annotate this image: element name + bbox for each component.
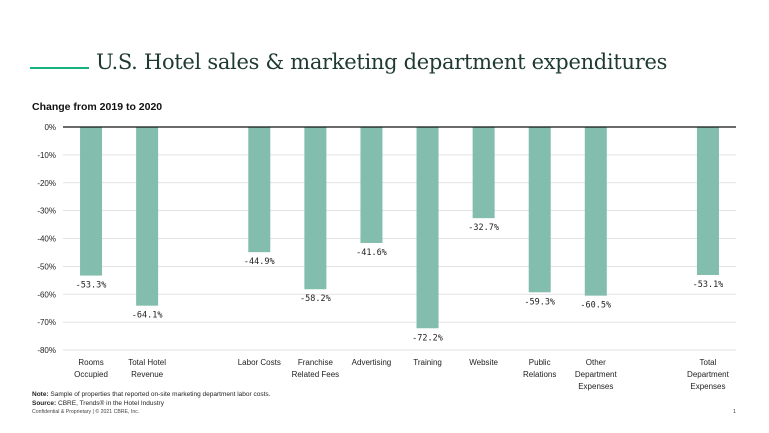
x-tick-label: Department (687, 370, 730, 379)
y-tick-label: -50% (37, 262, 56, 271)
bar (696, 127, 719, 276)
data-label: -59.3% (524, 297, 555, 307)
data-label: -58.2% (300, 294, 331, 304)
bar (584, 127, 607, 296)
data-label: -60.5% (580, 301, 611, 311)
source-label: Source: (32, 400, 57, 407)
chart-title: U.S. Hotel sales & marketing department … (96, 50, 668, 74)
y-tick-label: -40% (37, 235, 56, 244)
source-text: CBRE, Trends® in the Hotel Industry (56, 400, 164, 407)
x-tick-label: Department (575, 370, 618, 379)
x-tick-label: Labor Costs (238, 358, 281, 367)
confidential-notice: Confidential & Proprietary | © 2021 CBRE… (32, 409, 140, 415)
data-label: -72.2% (412, 333, 443, 343)
chart-subtitle: Change from 2019 to 2020 (32, 101, 163, 113)
x-tick-label: Advertising (352, 358, 392, 367)
x-tick-label: Total Hotel (128, 358, 166, 367)
bar (416, 127, 439, 329)
y-tick-label: -10% (37, 151, 56, 160)
data-label: -53.1% (693, 280, 724, 290)
x-tick-label: Expenses (690, 382, 725, 391)
x-tick-label: Rooms (78, 358, 103, 367)
x-tick-label: Related Fees (292, 370, 340, 379)
x-tick-label: Other (586, 358, 606, 367)
bar (248, 127, 271, 253)
title-accent-rule (30, 67, 89, 69)
note-label: Note: (32, 391, 49, 398)
y-tick-label: -60% (37, 290, 56, 299)
x-tick-label: Expenses (578, 382, 613, 391)
x-tick-label: Total (700, 358, 717, 367)
bar (360, 127, 383, 243)
data-label: -53.3% (76, 281, 107, 291)
x-tick-label: Occupied (74, 370, 108, 379)
bar (528, 127, 551, 293)
y-tick-label: 0% (44, 123, 56, 132)
y-tick-label: -70% (37, 318, 56, 327)
data-label: -44.9% (244, 257, 275, 267)
note-text: Sample of properties that reported on-si… (48, 391, 271, 398)
y-tick-label: -80% (37, 346, 56, 355)
x-tick-label: Training (413, 358, 442, 367)
page-number: 1 (733, 409, 737, 415)
x-tick-label: Revenue (131, 370, 164, 379)
footnote: Note: Sample of properties that reported… (32, 390, 270, 408)
y-tick-label: -30% (37, 207, 56, 216)
x-tick-label: Franchise (298, 358, 334, 367)
bar (80, 127, 103, 276)
data-label: -41.6% (356, 248, 387, 258)
x-tick-label: Public (529, 358, 551, 367)
data-label: -64.1% (132, 311, 163, 321)
y-tick-label: -20% (37, 179, 56, 188)
data-label: -32.7% (468, 223, 499, 233)
bar (472, 127, 495, 219)
bar (136, 127, 159, 306)
x-tick-label: Relations (523, 370, 556, 379)
bar (304, 127, 327, 290)
x-tick-label: Website (469, 358, 498, 367)
